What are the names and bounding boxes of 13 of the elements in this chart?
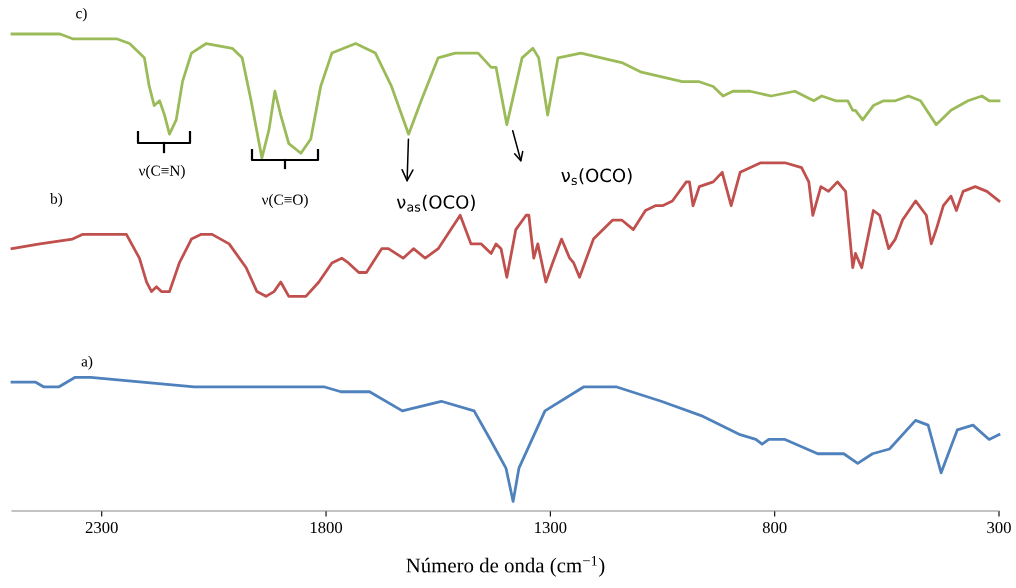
- x-tick-label: 2300: [85, 521, 118, 534]
- annotation: ν(C≡N): [138, 165, 185, 179]
- x-axis-title: Número de onda (cm$^{−1}$): [406, 555, 605, 577]
- annotation: ν$_{as}$(OCO): [396, 194, 475, 212]
- series-label: a): [81, 355, 93, 370]
- annotation: ν$_{s}$(OCO): [561, 168, 632, 186]
- series-label: c): [76, 7, 87, 22]
- x-tick-label: 300: [987, 521, 1011, 534]
- text: b): [50, 193, 63, 207]
- annotation: ν(C≡O): [261, 194, 308, 208]
- x-tick-label: 1300: [535, 521, 567, 534]
- x-tick-label: 800: [762, 521, 787, 534]
- x-tick-label: 1800: [310, 521, 343, 534]
